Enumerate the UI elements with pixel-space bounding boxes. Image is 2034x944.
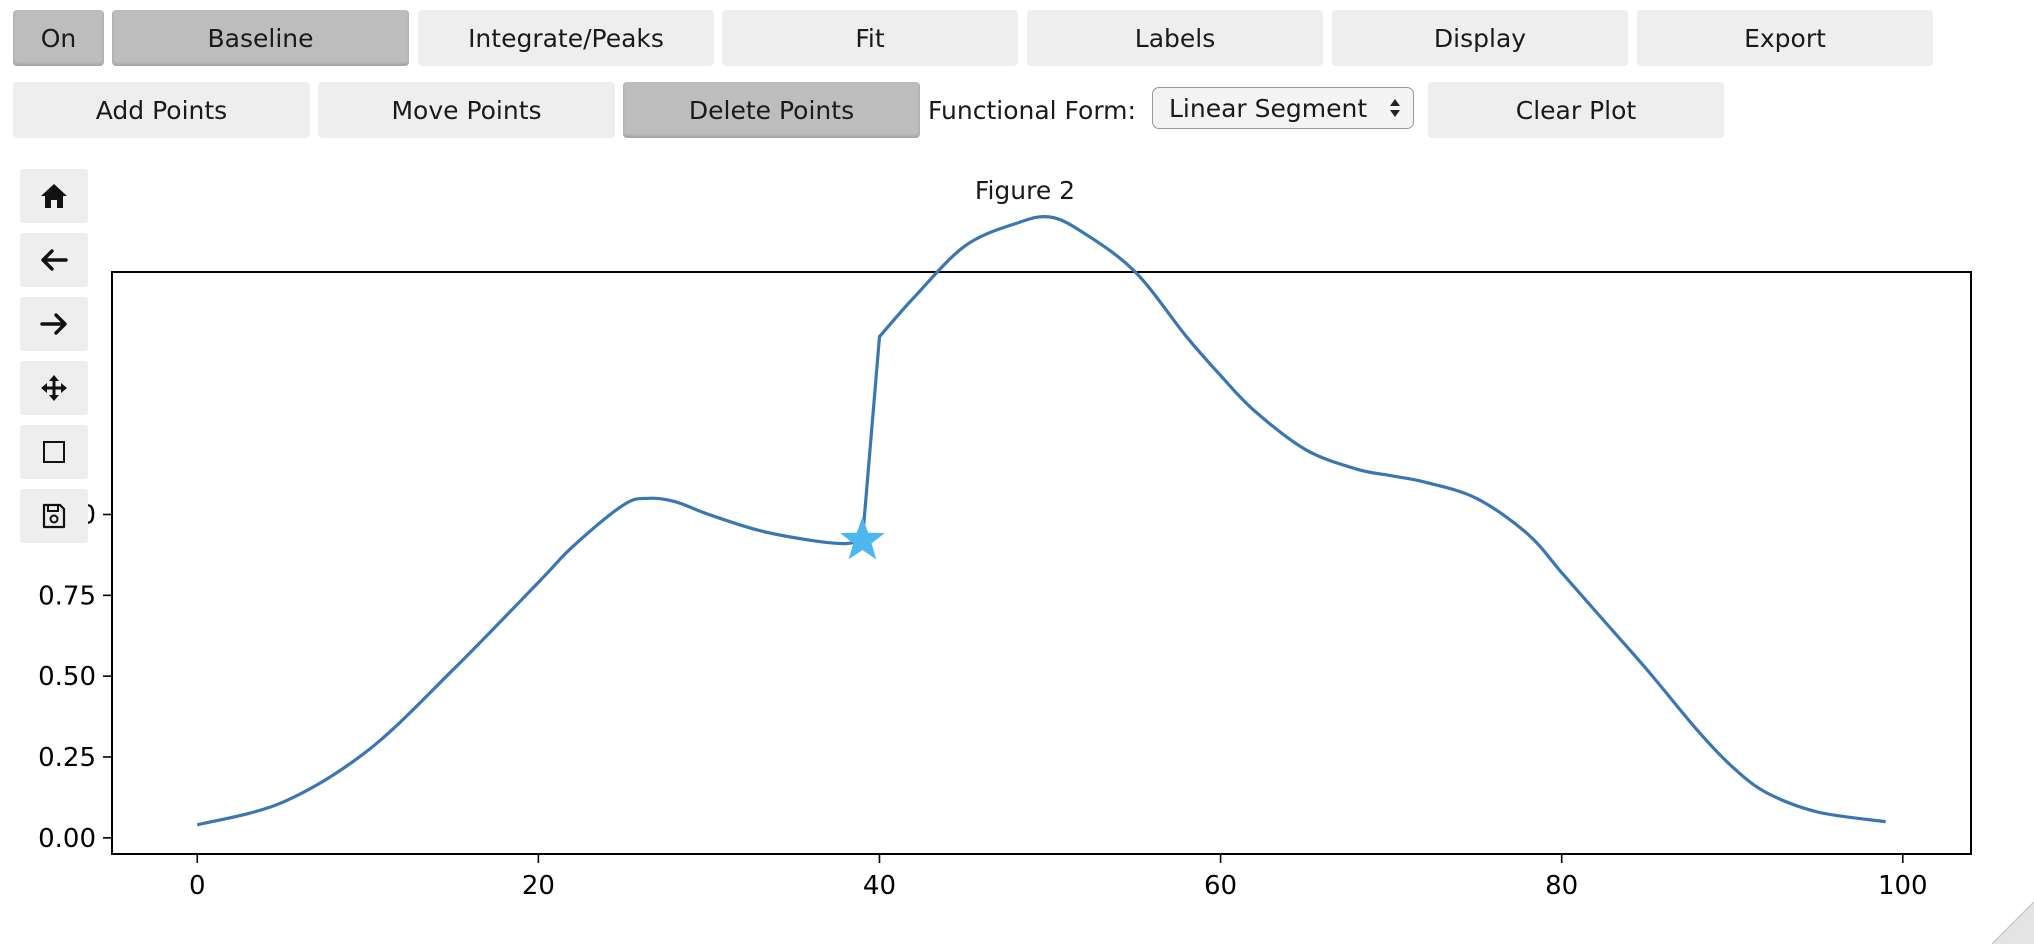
on-button[interactable]: On: [13, 10, 104, 66]
series-line: [196, 215, 1886, 827]
zoom-rect-button[interactable]: [20, 425, 88, 479]
functional-form-label: Functional Form:: [928, 96, 1136, 125]
x-tick-label: 60: [1204, 871, 1237, 901]
save-icon: [42, 503, 66, 529]
move-points-button[interactable]: Move Points: [318, 82, 615, 138]
fit-button[interactable]: Fit: [722, 10, 1018, 66]
y-tick-label: 0.50: [38, 662, 96, 692]
export-button[interactable]: Export: [1637, 10, 1933, 66]
pan-button[interactable]: [20, 361, 88, 415]
baseline-button[interactable]: Baseline: [112, 10, 409, 66]
forward-arrow-icon: [40, 313, 67, 335]
functional-form-value: Linear Segment: [1169, 93, 1368, 123]
figure-title: Figure 2: [974, 176, 1076, 205]
x-tick-label: 40: [863, 871, 896, 901]
save-button[interactable]: [20, 489, 88, 543]
functional-form-select[interactable]: Linear Segment: [1152, 87, 1414, 129]
labels-button[interactable]: Labels: [1027, 10, 1323, 66]
x-tick-label: 20: [522, 871, 555, 901]
x-tick-label: 100: [1878, 871, 1928, 901]
plot-frame: [111, 271, 1972, 855]
x-tick-label: 80: [1545, 871, 1578, 901]
y-tick-label: 0.25: [38, 743, 96, 773]
clear-plot-button[interactable]: Clear Plot: [1428, 82, 1724, 138]
back-arrow-icon: [41, 249, 68, 271]
resize-handle[interactable]: [1988, 898, 2034, 944]
display-button[interactable]: Display: [1332, 10, 1628, 66]
y-tick-label: 0.75: [38, 581, 96, 611]
y-tick-label: 0.00: [38, 824, 96, 854]
home-button[interactable]: [20, 169, 88, 223]
zoom-rect-icon: [43, 441, 65, 463]
add-points-button[interactable]: Add Points: [13, 82, 310, 138]
forward-button[interactable]: [20, 297, 88, 351]
pan-icon: [41, 375, 67, 401]
delete-points-button[interactable]: Delete Points: [623, 82, 920, 138]
star-marker[interactable]: [840, 516, 885, 560]
x-tick-label: 0: [189, 871, 206, 901]
integrate-peaks-button[interactable]: Integrate/Peaks: [418, 10, 714, 66]
select-arrows-icon: [1390, 99, 1400, 117]
back-button[interactable]: [20, 233, 88, 287]
home-icon: [41, 184, 67, 208]
